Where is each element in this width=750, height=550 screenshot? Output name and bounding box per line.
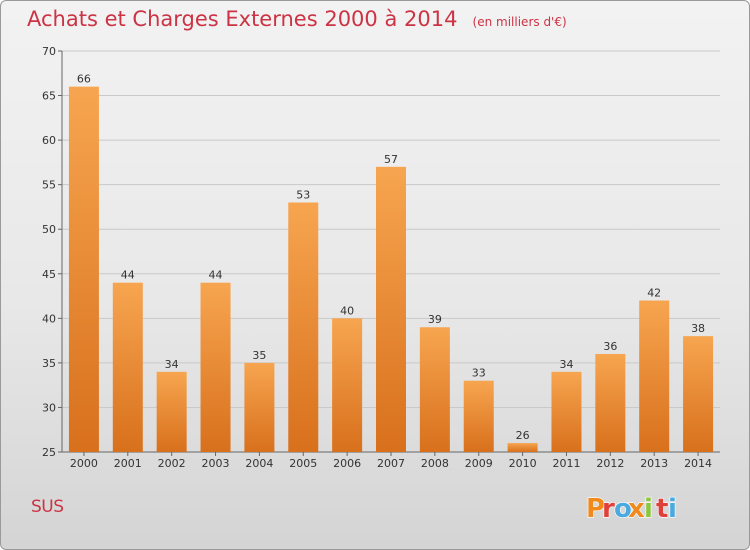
logo-letter: x <box>628 494 645 524</box>
x-tick-label: 2009 <box>465 457 493 470</box>
bar-2004 <box>244 362 275 452</box>
x-tick-label: 2012 <box>596 457 624 470</box>
data-label: 34 <box>165 358 179 371</box>
y-tick-label: 50 <box>42 223 56 236</box>
logo-letter: r <box>602 494 615 524</box>
chart-title: Achats et Charges Externes 2000 à 2014 <box>27 7 458 31</box>
y-tick-label: 65 <box>42 90 56 103</box>
x-tick-label: 2006 <box>333 457 361 470</box>
data-label: 44 <box>121 269 135 282</box>
y-tick-label: 40 <box>42 312 56 325</box>
data-label: 44 <box>209 269 223 282</box>
x-tick-label: 2013 <box>640 457 668 470</box>
bar-2008 <box>419 327 450 452</box>
x-tick-label: 2005 <box>289 457 317 470</box>
y-tick-label: 60 <box>42 134 56 147</box>
commune-name: SUS <box>31 497 64 517</box>
bar-2014 <box>683 336 714 452</box>
data-label: 34 <box>559 358 573 371</box>
bar-2011 <box>551 371 582 452</box>
y-tick-labels: 25 30 35 40 45 50 55 60 65 70 <box>42 45 56 459</box>
y-tick-label: 55 <box>42 179 56 192</box>
y-tick-label: 25 <box>42 446 56 459</box>
data-label: 36 <box>603 340 617 353</box>
x-tick-label: 2010 <box>509 457 537 470</box>
bar-2009 <box>463 380 494 452</box>
data-label: 35 <box>252 349 266 362</box>
x-tick-label: 2004 <box>245 457 273 470</box>
data-label: 66 <box>77 73 91 86</box>
logo-letter: i <box>668 494 677 524</box>
data-label: 40 <box>340 304 354 317</box>
x-tick-label: 2003 <box>202 457 230 470</box>
x-tick-label: 2011 <box>552 457 580 470</box>
bars <box>68 86 714 453</box>
bar-2005 <box>288 202 319 452</box>
x-tick-label: 2001 <box>114 457 142 470</box>
x-tick-labels: 2000 2001 2002 2003 2004 2005 2006 2007 2008 2009… <box>70 457 712 470</box>
bar-2003 <box>200 282 231 452</box>
x-tick-label: 2000 <box>70 457 98 470</box>
y-tick-label: 30 <box>42 401 56 414</box>
logo-letter: i <box>644 494 653 524</box>
proxiti-logo: Pr ox i t i <box>585 493 677 524</box>
bar-2002 <box>156 371 187 452</box>
x-tick-label: 2014 <box>684 457 712 470</box>
bar-2000 <box>68 86 99 453</box>
data-label: 33 <box>472 367 486 380</box>
x-tick-label: 2002 <box>158 457 186 470</box>
data-labels: 66 44 34 44 35 53 40 57 39 33 26 34 36 42 38 <box>77 73 705 442</box>
logo-letter: t <box>656 494 668 524</box>
x-tick-label: 2008 <box>421 457 449 470</box>
data-label: 57 <box>384 153 398 166</box>
data-label: 42 <box>647 287 661 300</box>
data-label: 53 <box>296 188 310 201</box>
title-line: Achats et Charges Externes 2000 à 2014 (… <box>27 7 567 31</box>
y-tick-label: 70 <box>42 45 56 58</box>
bar-2013 <box>639 300 670 452</box>
logo-letter: o <box>614 494 632 524</box>
bar-2006 <box>332 318 363 452</box>
bar-2007 <box>376 166 406 452</box>
bar-2010 <box>507 443 538 452</box>
chart-unit: (en milliers d'€) <box>472 15 567 29</box>
data-label: 38 <box>691 322 705 335</box>
x-tick-label: 2007 <box>377 457 405 470</box>
y-tick-label: 35 <box>42 357 56 370</box>
bar-2012 <box>595 353 626 452</box>
data-label: 39 <box>428 313 442 326</box>
data-label: 26 <box>516 429 530 442</box>
bar-2001 <box>112 282 143 452</box>
y-tick-label: 45 <box>42 268 56 281</box>
logo-letter: P <box>586 494 605 524</box>
